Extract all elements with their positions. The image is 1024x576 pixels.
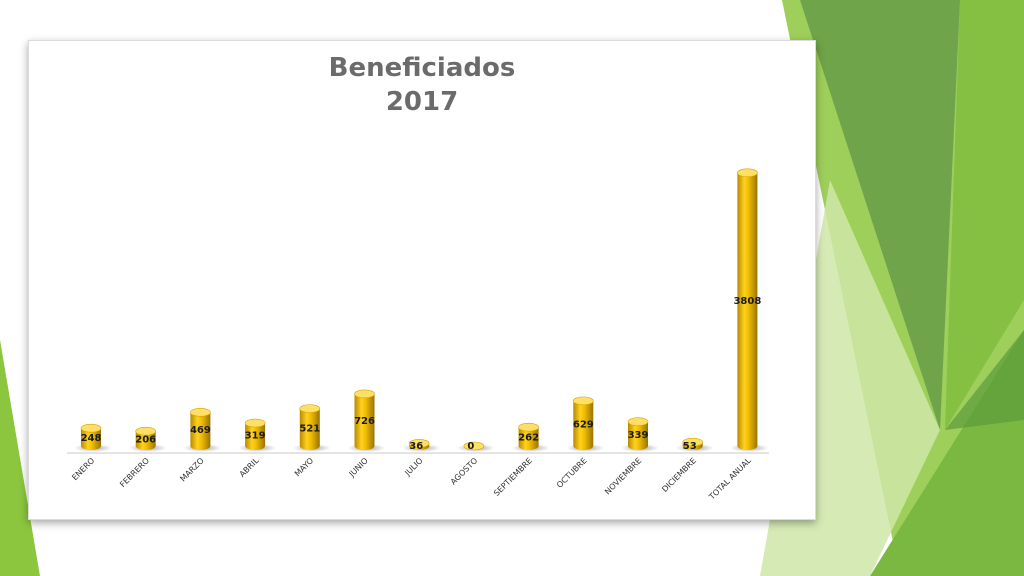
bar xyxy=(737,168,758,450)
bar-top xyxy=(354,389,375,399)
bar xyxy=(572,396,594,450)
bar-top xyxy=(682,437,704,447)
data-label: 319 xyxy=(245,431,266,442)
data-label: 339 xyxy=(628,430,649,441)
x-tick-label: FEBRERO xyxy=(118,456,151,489)
data-label: 726 xyxy=(354,416,375,427)
data-label: 521 xyxy=(299,423,320,434)
bar xyxy=(463,441,485,451)
x-tick-label: JUNIO xyxy=(347,456,370,479)
bar xyxy=(627,417,649,450)
data-label: 248 xyxy=(81,433,102,444)
x-tick-label: SEPTIEMBRE xyxy=(492,456,534,498)
bar-top xyxy=(463,441,485,451)
bar xyxy=(408,439,430,450)
bar-body xyxy=(518,427,539,450)
data-label: 0 xyxy=(467,441,474,452)
x-tick-label: DICIEMBRE xyxy=(660,456,698,494)
x-tick-label: TOTAL ANUAL xyxy=(707,456,753,502)
x-tick-label: JULIO xyxy=(402,456,424,478)
chart-card: 248 ENERO 206 FEBRERO 469 MARZO 319 ABRIL 521 MAY… xyxy=(28,40,816,520)
bar-body xyxy=(628,421,648,450)
data-label: 53 xyxy=(683,441,697,452)
bar xyxy=(299,404,321,450)
x-tick-label: AGOSTO xyxy=(449,456,479,486)
bar-top xyxy=(572,396,594,406)
bar-top xyxy=(135,426,156,436)
bar xyxy=(682,437,704,450)
bar xyxy=(190,408,211,450)
bar-body xyxy=(81,428,101,450)
bar-body xyxy=(135,431,156,450)
bar-body xyxy=(299,408,320,450)
bar-top xyxy=(518,422,539,432)
bar-top xyxy=(737,168,758,178)
bar-top xyxy=(299,404,321,413)
x-tick-label: ABRIL xyxy=(238,456,261,479)
bar-body xyxy=(737,172,758,450)
bar-top xyxy=(80,423,102,433)
bar xyxy=(518,422,539,450)
chart-marks: 248 ENERO 206 FEBRERO 469 MARZO 319 ABRIL 521 MAY… xyxy=(70,168,769,502)
x-tick-label: MARZO xyxy=(178,456,205,483)
x-tick-label: OCTUBRE xyxy=(555,456,589,490)
green-facet-3 xyxy=(945,0,1024,430)
bar-body xyxy=(190,412,211,450)
data-label: 262 xyxy=(518,433,539,444)
data-label: 629 xyxy=(573,419,594,430)
bar xyxy=(354,389,375,450)
bar-top xyxy=(190,408,211,417)
x-tick-label: ENERO xyxy=(70,456,96,482)
bar-top xyxy=(627,417,649,426)
green-facet-2 xyxy=(800,0,960,430)
data-label: 206 xyxy=(135,435,156,446)
bar xyxy=(80,423,102,450)
green-facet-7 xyxy=(945,330,1024,430)
x-tick-label: MAYO xyxy=(293,456,315,478)
data-label: 469 xyxy=(190,425,211,436)
bar-body xyxy=(245,423,266,450)
bar xyxy=(135,426,156,450)
bar-body xyxy=(573,400,594,450)
data-label: 36 xyxy=(409,441,423,452)
chart-title: Beneficiados 2017 xyxy=(328,53,516,117)
data-label: 3808 xyxy=(733,296,761,307)
bar-body xyxy=(354,393,375,450)
x-tick-label: NOVIEMBRE xyxy=(603,456,643,496)
bar-top xyxy=(408,439,430,448)
bar xyxy=(244,418,266,450)
bar-chart: 248 ENERO 206 FEBRERO 469 MARZO 319 ABRIL 521 MAY… xyxy=(67,168,769,502)
bar-top xyxy=(244,418,266,428)
